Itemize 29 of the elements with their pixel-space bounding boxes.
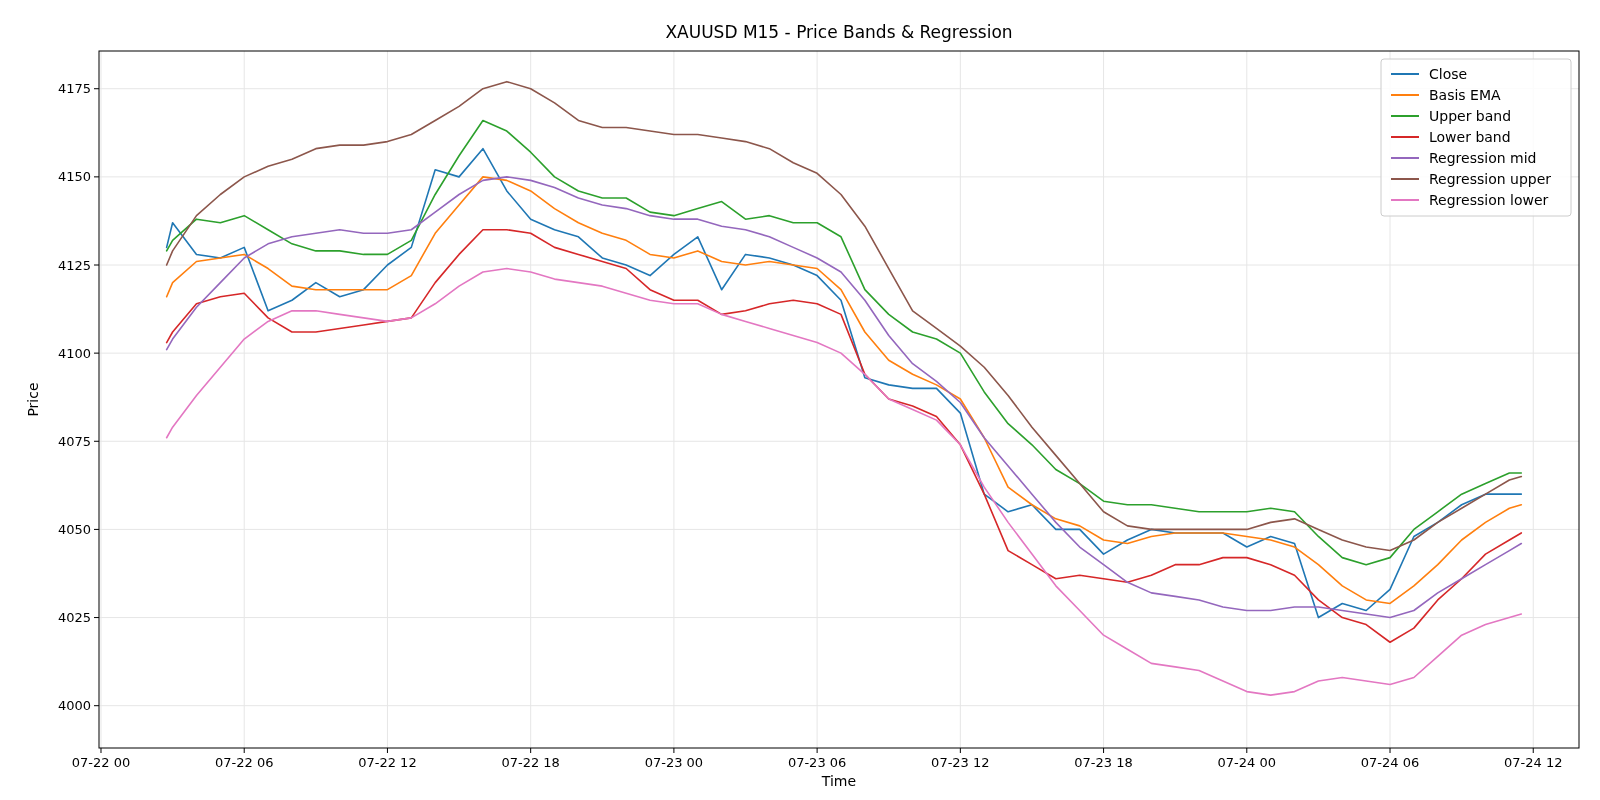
y-tick-label: 4175 <box>57 81 91 97</box>
x-axis-title: Time <box>820 773 857 789</box>
legend-label: Regression upper <box>1429 170 1552 187</box>
x-tick-label: 07-23 18 <box>1074 755 1133 770</box>
legend-label: Regression lower <box>1429 191 1549 208</box>
y-tick-label: 4075 <box>57 433 91 449</box>
x-tick-label: 07-22 06 <box>214 755 274 770</box>
y-axis-title: Price <box>25 382 41 417</box>
legend-label: Upper band <box>1429 107 1512 124</box>
chart-title: XAUUSD M15 - Price Bands & Regression <box>665 22 1013 42</box>
x-tick-label: 07-24 12 <box>1504 755 1563 770</box>
y-tick-label: 4150 <box>57 169 91 185</box>
legend-label: Lower band <box>1429 128 1511 145</box>
legend-label: Basis EMA <box>1429 86 1502 103</box>
x-tick-label: 07-22 12 <box>358 755 417 770</box>
x-tick-label: 07-24 06 <box>1360 755 1420 770</box>
y-tick-label: 4100 <box>57 345 91 361</box>
x-tick-label: 07-23 00 <box>644 755 704 770</box>
y-tick-label: 4025 <box>57 610 91 626</box>
y-tick-label: 4000 <box>57 698 91 714</box>
y-tick-label: 4125 <box>57 257 91 273</box>
y-tick-label: 4050 <box>57 521 91 537</box>
legend-label: Regression mid <box>1429 149 1537 166</box>
x-tick-label: 07-22 00 <box>71 755 131 770</box>
x-tick-label: 07-23 06 <box>787 755 847 770</box>
legend-label: Close <box>1429 65 1468 82</box>
x-tick-label: 07-24 00 <box>1217 755 1277 770</box>
x-tick-label: 07-23 12 <box>931 755 990 770</box>
x-tick-label: 07-22 18 <box>501 755 560 770</box>
